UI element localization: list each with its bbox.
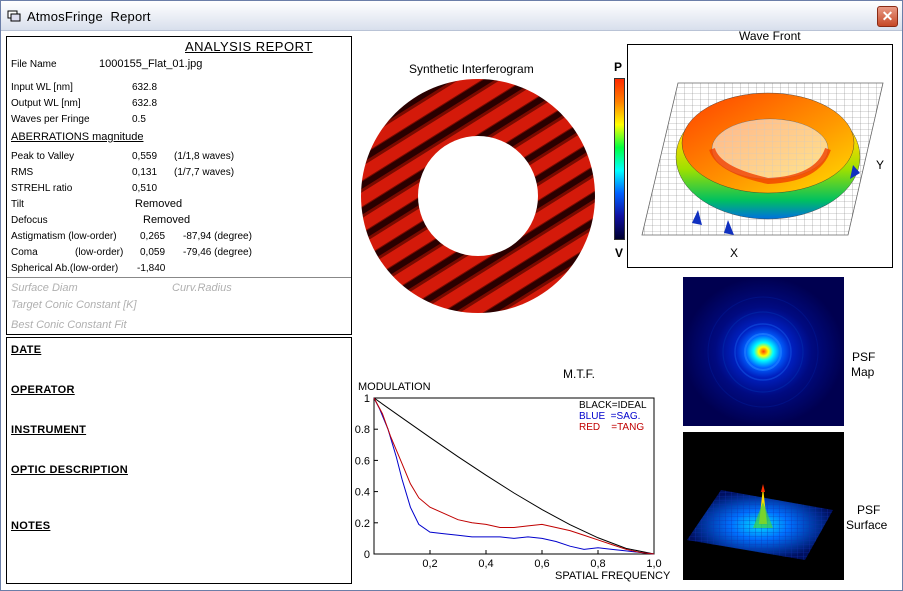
- ptv-label: Peak to Valley: [11, 151, 75, 162]
- colorbar-top-label: P: [614, 60, 623, 74]
- coma-label: Coma: [11, 247, 38, 258]
- wavefront-plot: X Y: [627, 44, 893, 268]
- mtf-x-tick-label: 0,8: [590, 558, 605, 570]
- defocus-value: Removed: [143, 214, 191, 226]
- psf-surface-label-1: PSF: [857, 503, 881, 517]
- optic-description-label: OPTIC DESCRIPTION: [11, 464, 128, 476]
- aberrations-heading: ABERRATIONS magnitude: [11, 131, 144, 143]
- colorbar-bottom-label: V: [615, 246, 624, 260]
- mtf-series-line: [373, 397, 655, 555]
- psf-map-label-2: Map: [851, 365, 875, 379]
- psf-surface-label-2: Surface: [846, 518, 888, 532]
- coma-value: 0,059: [140, 247, 166, 258]
- file-name-value: 1000155_Flat_01.jpg: [99, 58, 203, 70]
- mtf-x-tick-label: 0,2: [422, 558, 437, 570]
- mtf-x-tick-label: 1,0: [646, 558, 661, 570]
- output-wl-value: 632.8: [132, 98, 158, 109]
- mtf-plot-area: [373, 397, 655, 555]
- file-name-label: File Name: [11, 59, 57, 70]
- analysis-report-panel: ANALYSIS REPORT File Name 1000155_Flat_0…: [6, 36, 352, 335]
- tilt-value: Removed: [135, 198, 183, 210]
- mtf-x-tick-label: 0,6: [534, 558, 549, 570]
- strehl-value: 0,510: [132, 183, 158, 194]
- wavefront-title: Wave Front: [739, 29, 801, 43]
- mtf-y-tick-label: 0.2: [355, 518, 370, 530]
- mtf-legend-entry: RED =TANG: [579, 422, 644, 433]
- notes-label: NOTES: [11, 520, 51, 532]
- tilt-label: Tilt: [11, 199, 24, 210]
- operator-label: OPERATOR: [11, 384, 75, 396]
- mtf-y-tick-label: 0.6: [355, 455, 370, 467]
- colorbar: [614, 78, 625, 240]
- psf-surface-plot: [687, 484, 833, 560]
- wavefront-y-label: Y: [876, 158, 884, 172]
- ptv-value: 0,559: [132, 151, 158, 162]
- curv-radius-label: Curv.Radius: [172, 282, 232, 294]
- input-wl-label: Input WL [nm]: [11, 82, 73, 93]
- rms-label: RMS: [11, 167, 34, 178]
- defocus-label: Defocus: [11, 215, 48, 226]
- mtf-chart: 0 0.2 0.4 0.6 0.8 1 0,2 0,4 0,6 0,8 1,0 BLACK=IDEAL…: [355, 393, 662, 570]
- wavefront-surface: X Y: [641, 82, 884, 260]
- window-title: AtmosFringe Report: [27, 9, 151, 24]
- mtf-series-line: [373, 397, 655, 555]
- report-title: ANALYSIS REPORT: [185, 39, 313, 54]
- mtf-y-tick-label: 1: [364, 393, 370, 405]
- date-label: DATE: [11, 344, 42, 356]
- interferogram-image: [360, 78, 600, 318]
- mtf-x-tick-label: 0,4: [478, 558, 493, 570]
- close-button[interactable]: ✕: [877, 6, 898, 27]
- report-divider: [7, 277, 351, 278]
- coma-order: (low-order): [75, 247, 124, 258]
- output-wl-label: Output WL [nm]: [11, 98, 81, 109]
- target-conic-label: Target Conic Constant [K]: [11, 299, 137, 311]
- mtf-y-tick-label: 0.8: [355, 424, 370, 436]
- surface-diam-label: Surface Diam: [11, 282, 78, 294]
- ptv-waves: (1/1,8 waves): [174, 151, 235, 162]
- astigmatism-value: 0,265: [140, 231, 166, 242]
- spherical-label: Spherical Ab.(low-order): [11, 263, 119, 274]
- rms-waves: (1/7,7 waves): [174, 167, 235, 178]
- coma-angle: -79,46 (degree): [183, 247, 252, 258]
- mtf-series-line: [373, 397, 655, 555]
- astigmatism-angle: -87,94 (degree): [183, 231, 252, 242]
- instrument-label: INSTRUMENT: [11, 424, 87, 436]
- psf-map-rings: [683, 277, 844, 426]
- best-conic-label: Best Conic Constant Fit: [11, 319, 127, 331]
- app-icon: [7, 10, 21, 22]
- astigmatism-label: Astigmatism (low-order): [11, 231, 117, 242]
- waves-per-fringe-value: 0.5: [132, 114, 146, 125]
- mtf-ylabel: MODULATION: [358, 381, 431, 393]
- mtf-y-tick-label: 0.4: [355, 487, 370, 499]
- mtf-xlabel: SPATIAL FREQUENCY: [555, 570, 671, 582]
- rms-value: 0,131: [132, 167, 158, 178]
- strehl-label: STREHL ratio: [11, 183, 73, 194]
- mtf-legend-entry: BLACK=IDEAL: [579, 400, 647, 411]
- mtf-legend-entry: BLUE =SAG.: [579, 411, 640, 422]
- mtf-title: M.T.F.: [563, 367, 595, 381]
- input-wl-value: 632.8: [132, 82, 158, 93]
- psf-map-image: [683, 277, 844, 426]
- title-bar[interactable]: AtmosFringe Report ✕: [1, 1, 902, 31]
- psf-map-label-1: PSF: [852, 350, 876, 364]
- mtf-y-tick-label: 0: [364, 549, 370, 561]
- interferogram-title: Synthetic Interferogram: [409, 62, 534, 76]
- psf-surface-image: [683, 432, 844, 580]
- wavefront-x-label: X: [730, 246, 738, 260]
- waves-per-fringe-label: Waves per Fringe: [11, 114, 90, 125]
- notes-panel: DATE OPERATOR INSTRUMENT OPTIC DESCRIPTI…: [6, 337, 352, 584]
- spherical-value: -1,840: [137, 263, 166, 274]
